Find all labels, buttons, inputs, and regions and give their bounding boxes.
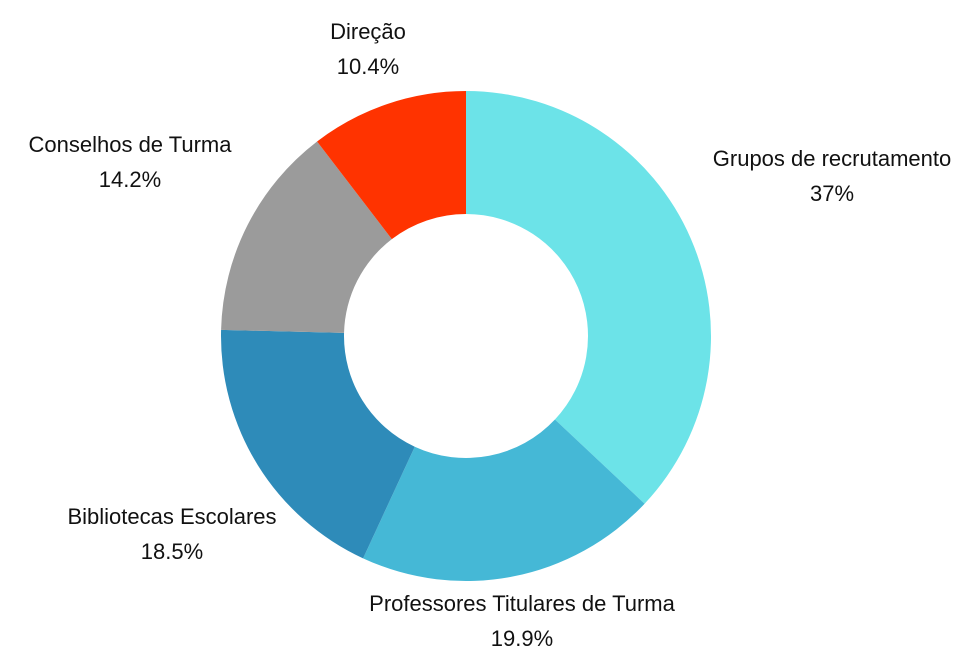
slice-value-label: 14.2% xyxy=(99,167,161,192)
slice-value-label: 37% xyxy=(810,181,854,206)
slice-label: Bibliotecas Escolares xyxy=(67,504,276,529)
slice-label: Professores Titulares de Turma xyxy=(369,591,675,616)
slice-value-label: 10.4% xyxy=(337,54,399,79)
donut-slice xyxy=(221,141,392,333)
slice-value-label: 18.5% xyxy=(141,539,203,564)
slice-label: Grupos de recrutamento xyxy=(713,146,951,171)
donut-slice xyxy=(363,419,645,581)
slice-value-label: 19.9% xyxy=(491,626,553,651)
donut-slice xyxy=(317,91,466,240)
slice-label: Conselhos de Turma xyxy=(29,132,233,157)
slice-label: Direção xyxy=(330,19,406,44)
donut-slice xyxy=(466,91,711,504)
donut-slice xyxy=(221,329,415,559)
